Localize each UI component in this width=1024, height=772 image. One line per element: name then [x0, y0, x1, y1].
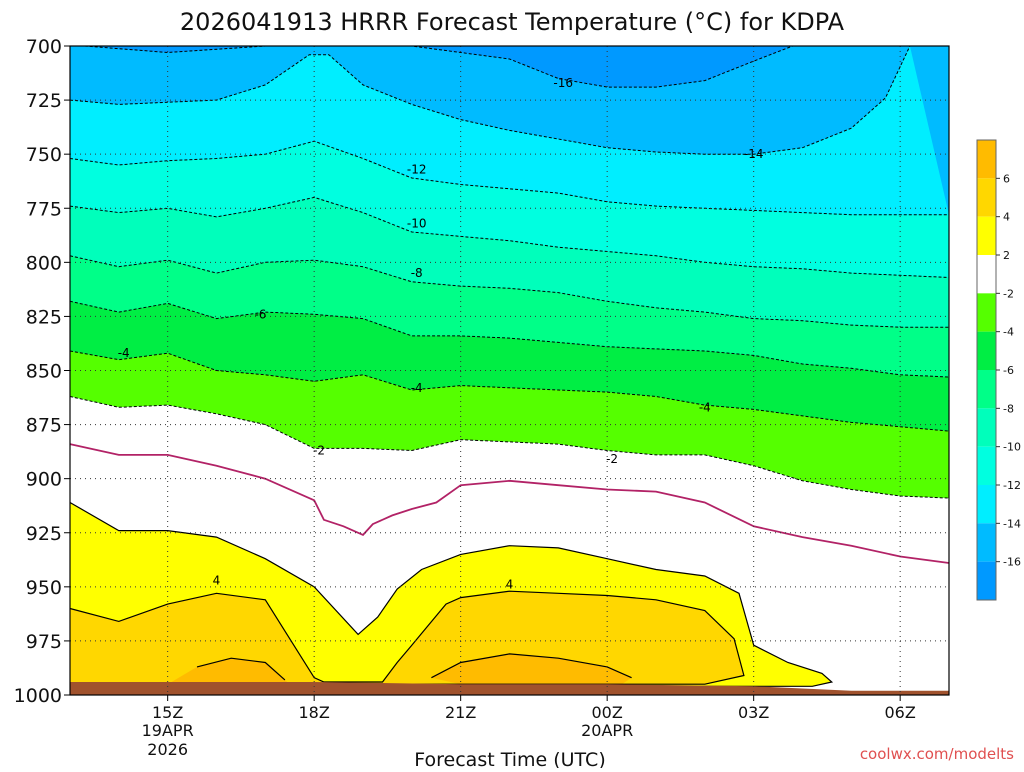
colorbar-swatch [977, 293, 996, 332]
band-minus2 [70, 351, 949, 499]
colorbar-swatch [977, 485, 996, 524]
colorbar-swatch [977, 331, 996, 370]
chart-title: 2026041913 HRRR Forecast Temperature (°C… [180, 8, 845, 36]
y-tick-label: 825 [26, 306, 62, 328]
band-minus16 [70, 46, 949, 88]
band-plus6 [167, 658, 290, 685]
isotherm-m2 [69, 396, 950, 499]
isotherm-m10 [69, 196, 950, 278]
colorbar-swatch [977, 255, 996, 294]
colorbar: 6 4 2 -2 -4 -6 -8 -10 -12 -14 -16 [976, 139, 1021, 601]
colorbar-swatch [977, 446, 996, 485]
y-tick-label: 975 [26, 631, 62, 653]
x-tick-year: 2026 [147, 740, 188, 759]
y-axis: 700 725 750 775 800 825 850 875 900 925 950 975 1000 [14, 36, 70, 707]
plot-area: -16 -14 -12 -10 -8 -6 -4 -4 -4 -2 -2 4 4 [69, 45, 950, 696]
contour-label: -4 [118, 346, 130, 360]
contour-label: -4 [411, 381, 423, 395]
isotherm-positive-2 [196, 657, 286, 681]
isotherm-m12 [69, 140, 949, 216]
x-tick-label: 03Z [738, 703, 769, 722]
band-minus12 [70, 46, 949, 215]
colorbar-label: 2 [1003, 249, 1010, 262]
isotherm-m8 [69, 255, 949, 328]
y-tick-label: 700 [26, 36, 62, 58]
y-tick-label: 875 [26, 415, 62, 437]
y-tick-label: 900 [26, 469, 62, 491]
contour-label: -2 [606, 452, 618, 466]
contour-label: -4 [699, 400, 711, 414]
y-tick-label: 775 [26, 198, 62, 220]
isotherm-zero [69, 443, 950, 564]
y-tick-label: 1000 [14, 685, 62, 707]
colorbar-label: -16 [1003, 556, 1021, 569]
y-tick-label: 750 [26, 144, 62, 166]
colorbar-label: 4 [1003, 211, 1010, 224]
x-tick-label: 15Z [152, 703, 183, 722]
colorbar-label: -8 [1003, 402, 1014, 415]
y-tick-label: 800 [26, 252, 62, 274]
contour-label: 4 [213, 573, 221, 587]
x-tick-date: 20APR [581, 721, 633, 740]
band-minus4 [70, 301, 949, 432]
colorbar-label: -10 [1003, 441, 1021, 454]
isotherm-m14 [69, 45, 911, 155]
colorbar-label: -4 [1003, 326, 1014, 339]
contour-label: -14 [744, 147, 764, 161]
band-minus8 [70, 197, 949, 328]
contour-label: -2 [313, 444, 325, 458]
colorbar-swatch [977, 178, 996, 217]
colorbar-swatch [977, 216, 996, 255]
x-axis-label: Forecast Time (UTC) [414, 749, 605, 768]
isotherm-positive-3 [431, 653, 632, 679]
colorbar-label: -2 [1003, 287, 1014, 300]
x-tick-date: 19APR [142, 721, 194, 740]
y-tick-label: 950 [26, 577, 62, 599]
contour-label: -10 [407, 216, 427, 230]
y-tick-label: 725 [26, 90, 62, 112]
colorbar-swatch [977, 408, 996, 447]
colorbar-label: -12 [1003, 479, 1021, 492]
band-plus6-b [431, 653, 632, 685]
y-tick-label: 850 [26, 361, 62, 383]
band-minus10 [70, 141, 949, 278]
isotherm-m6 [69, 300, 950, 378]
x-tick-label: 00Z [592, 703, 623, 722]
isotherm-positive-0 [69, 501, 834, 687]
colorbar-label: 6 [1003, 172, 1010, 185]
contour-label: -12 [407, 162, 427, 176]
y-tick-label: 925 [26, 523, 62, 545]
colorbar-label: -6 [1003, 364, 1014, 377]
colorbar-label: -14 [1003, 517, 1021, 530]
ground-surface [70, 682, 949, 695]
x-tick-label: 06Z [885, 703, 916, 722]
contour-label: -6 [254, 307, 266, 321]
colorbar-swatch [977, 140, 996, 179]
isotherm-m4 [69, 350, 950, 432]
x-tick-label: 21Z [445, 703, 476, 722]
colorbar-swatch [977, 561, 996, 600]
contour-label: -8 [411, 266, 423, 280]
colorbar-swatch [977, 523, 996, 562]
band-minus6 [70, 255, 949, 377]
contour-label: 4 [506, 578, 514, 592]
x-tick-label: 18Z [299, 703, 330, 722]
isotherm-positive-1 [69, 590, 745, 685]
colorbar-swatch [977, 370, 996, 409]
watermark: coolwx.com/modelts [860, 745, 1014, 763]
contour-label: -16 [553, 76, 573, 90]
